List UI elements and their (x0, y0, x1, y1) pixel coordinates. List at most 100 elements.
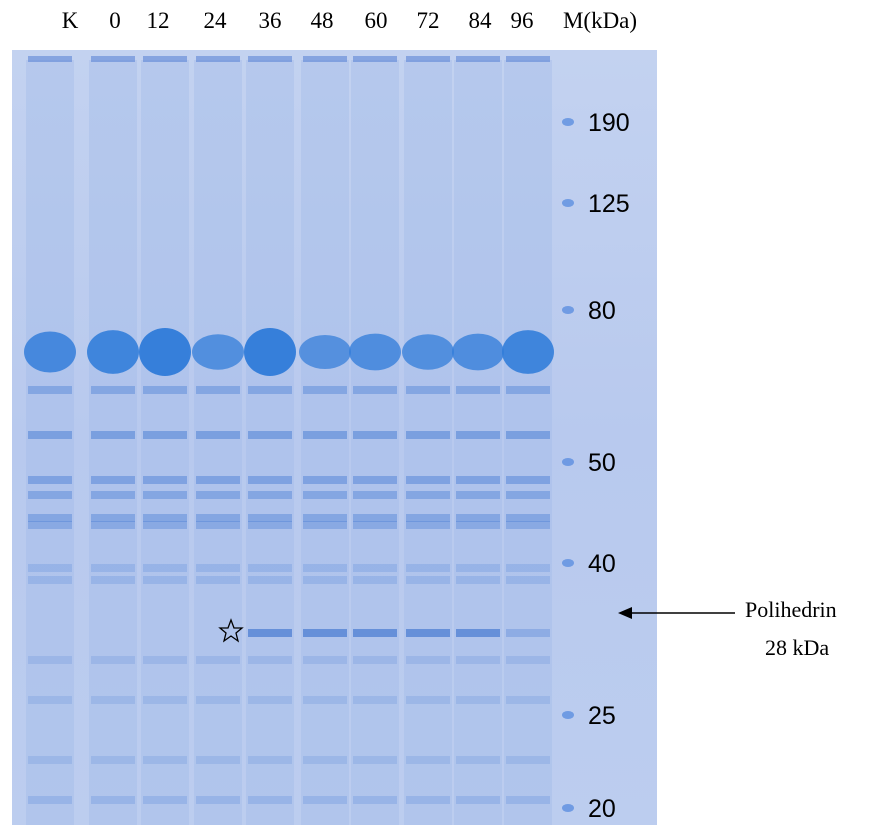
minor-band (91, 514, 135, 522)
minor-band (91, 756, 135, 764)
minor-band (303, 386, 347, 394)
marker-label: 80 (588, 297, 616, 325)
minor-band (143, 476, 187, 484)
minor-band (196, 514, 240, 522)
lane-label: 96 (511, 8, 534, 33)
minor-band (143, 514, 187, 522)
marker-label: 25 (588, 702, 616, 730)
lane-smear (454, 60, 502, 825)
minor-band (143, 521, 187, 529)
marker-label: 50 (588, 449, 616, 477)
lane-label: 84 (469, 8, 493, 33)
minor-band (303, 491, 347, 499)
marker-band (562, 118, 574, 126)
well (143, 56, 187, 62)
minor-band (353, 491, 397, 499)
minor-band (303, 514, 347, 522)
minor-band (143, 564, 187, 572)
minor-band (353, 796, 397, 804)
minor-band (506, 796, 550, 804)
minor-band (28, 476, 72, 484)
minor-band (353, 431, 397, 439)
minor-band (303, 476, 347, 484)
minor-band (353, 564, 397, 572)
well (506, 56, 550, 62)
minor-band (28, 696, 72, 704)
minor-band (91, 564, 135, 572)
minor-band (143, 756, 187, 764)
marker-label: 125 (588, 190, 630, 218)
minor-band (248, 696, 292, 704)
marker-band (562, 804, 574, 812)
arrow-head (618, 607, 632, 619)
minor-band (406, 696, 450, 704)
main-band (24, 331, 76, 373)
well (248, 56, 292, 62)
minor-band (303, 521, 347, 529)
minor-band (248, 656, 292, 664)
well (456, 56, 500, 62)
minor-band (248, 521, 292, 529)
minor-band (248, 756, 292, 764)
minor-band (248, 796, 292, 804)
minor-band (456, 756, 500, 764)
minor-band (196, 564, 240, 572)
lane-smear (89, 60, 137, 825)
main-band (299, 335, 351, 369)
minor-band (248, 564, 292, 572)
lane-smear (301, 60, 349, 825)
lane-label: 0 (109, 8, 121, 33)
minor-band (506, 386, 550, 394)
well (353, 56, 397, 62)
minor-band (143, 696, 187, 704)
minor-band (196, 576, 240, 584)
lane-label: 60 (365, 8, 388, 33)
minor-band (303, 431, 347, 439)
minor-band (506, 656, 550, 664)
minor-band (353, 576, 397, 584)
minor-band (143, 576, 187, 584)
polyhedrin-band (248, 629, 292, 637)
minor-band (456, 576, 500, 584)
minor-band (353, 756, 397, 764)
polyhedrin-band (303, 629, 347, 637)
minor-band (406, 796, 450, 804)
minor-band (303, 576, 347, 584)
minor-band (91, 431, 135, 439)
minor-band (456, 514, 500, 522)
minor-band (506, 491, 550, 499)
main-band (402, 334, 454, 370)
minor-band (28, 386, 72, 394)
marker-band (562, 199, 574, 207)
minor-band (353, 386, 397, 394)
minor-band (353, 696, 397, 704)
minor-band (248, 491, 292, 499)
minor-band (353, 514, 397, 522)
main-band (87, 330, 139, 374)
minor-band (248, 386, 292, 394)
minor-band (248, 476, 292, 484)
lane-smear (504, 60, 552, 825)
polyhedrin-band (406, 629, 450, 637)
minor-band (506, 431, 550, 439)
marker-band (562, 711, 574, 719)
minor-band (456, 431, 500, 439)
minor-band (196, 476, 240, 484)
bands (24, 56, 574, 825)
marker-band (562, 458, 574, 466)
minor-band (91, 521, 135, 529)
minor-band (143, 656, 187, 664)
minor-band (143, 491, 187, 499)
lane-label: 72 (417, 8, 440, 33)
minor-band (196, 431, 240, 439)
polyhedrin-band (456, 629, 500, 637)
minor-band (406, 756, 450, 764)
minor-band (456, 386, 500, 394)
main-band (502, 330, 554, 374)
minor-band (406, 514, 450, 522)
minor-band (406, 431, 450, 439)
minor-band (406, 476, 450, 484)
minor-band (506, 476, 550, 484)
main-band (139, 328, 191, 376)
minor-band (456, 564, 500, 572)
